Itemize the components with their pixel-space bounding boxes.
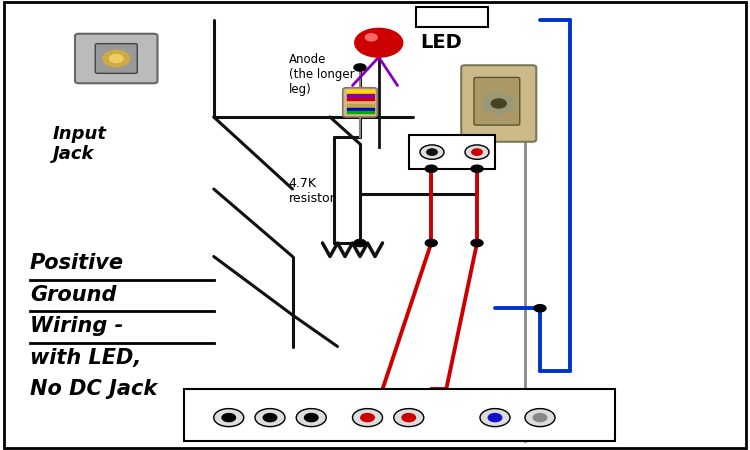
Bar bbox=[346, 90, 374, 93]
Text: LED: LED bbox=[420, 33, 462, 52]
Circle shape bbox=[402, 414, 416, 422]
Circle shape bbox=[465, 145, 489, 159]
Circle shape bbox=[394, 409, 424, 427]
Circle shape bbox=[352, 409, 382, 427]
Text: +: + bbox=[470, 142, 484, 160]
FancyBboxPatch shape bbox=[75, 34, 158, 83]
Circle shape bbox=[427, 149, 437, 155]
Text: Anode
(the longer
leg): Anode (the longer leg) bbox=[289, 53, 354, 96]
Bar bbox=[184, 389, 615, 441]
Circle shape bbox=[525, 409, 555, 427]
Circle shape bbox=[255, 409, 285, 427]
Text: Ground: Ground bbox=[30, 285, 116, 305]
Circle shape bbox=[420, 145, 444, 159]
Circle shape bbox=[296, 409, 326, 427]
Circle shape bbox=[425, 165, 437, 172]
Circle shape bbox=[471, 239, 483, 247]
Bar bbox=[416, 7, 488, 27]
Circle shape bbox=[365, 34, 377, 41]
Circle shape bbox=[533, 414, 547, 422]
Bar bbox=[346, 111, 374, 113]
Circle shape bbox=[425, 239, 437, 247]
Text: No DC Jack: No DC Jack bbox=[30, 379, 158, 399]
Circle shape bbox=[534, 305, 546, 312]
Circle shape bbox=[472, 149, 482, 155]
Circle shape bbox=[304, 414, 318, 422]
Circle shape bbox=[491, 99, 506, 108]
Circle shape bbox=[214, 409, 244, 427]
Circle shape bbox=[263, 414, 277, 422]
Bar bbox=[346, 104, 374, 107]
Text: Wiring -: Wiring - bbox=[30, 316, 123, 336]
FancyBboxPatch shape bbox=[474, 77, 520, 125]
Bar bbox=[346, 98, 374, 100]
Circle shape bbox=[110, 54, 123, 63]
Circle shape bbox=[354, 64, 366, 71]
Bar bbox=[409, 135, 495, 169]
Circle shape bbox=[361, 414, 374, 422]
Bar bbox=[346, 108, 374, 110]
Circle shape bbox=[355, 28, 403, 57]
Circle shape bbox=[482, 94, 515, 113]
Text: -: - bbox=[428, 142, 436, 160]
FancyBboxPatch shape bbox=[461, 65, 536, 142]
Circle shape bbox=[354, 239, 366, 247]
FancyBboxPatch shape bbox=[95, 44, 137, 73]
Circle shape bbox=[222, 414, 236, 422]
Bar bbox=[346, 94, 374, 97]
Circle shape bbox=[471, 165, 483, 172]
Text: Input
Jack: Input Jack bbox=[53, 125, 106, 163]
Circle shape bbox=[480, 409, 510, 427]
Circle shape bbox=[488, 414, 502, 422]
Text: with LED,: with LED, bbox=[30, 348, 141, 368]
Circle shape bbox=[103, 50, 130, 67]
Text: 4.7K
resistor: 4.7K resistor bbox=[289, 177, 335, 205]
Text: Positive: Positive bbox=[30, 253, 124, 273]
FancyBboxPatch shape bbox=[343, 88, 377, 117]
